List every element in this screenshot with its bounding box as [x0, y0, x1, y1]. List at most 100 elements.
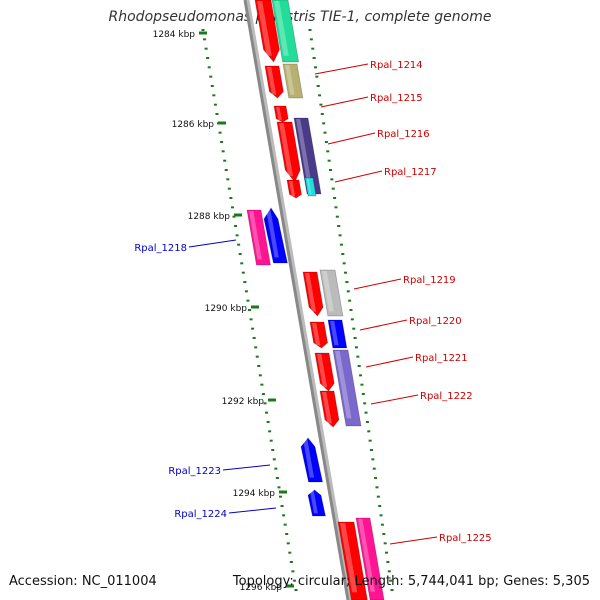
- gene-red-small-shine: [276, 107, 282, 121]
- gene-rpal-1214: [282, 63, 304, 99]
- gene-rpal-1224: [307, 489, 326, 517]
- gene-rpal-1218-shine: [266, 209, 279, 258]
- gene-red-long-shine: [279, 123, 294, 176]
- gene-red-1225: [337, 521, 368, 600]
- gene-label-rpal-1222: Rpal_1222: [420, 391, 473, 402]
- gene-rpal-1221-body: [332, 349, 362, 427]
- tick-label: 1288 kbp: [188, 212, 231, 222]
- leader-line: [370, 394, 419, 405]
- gene-rpal-1217-red-body: [286, 179, 302, 199]
- gene-rpal-1214-red: [264, 65, 284, 99]
- gene-label-rpal-1221: Rpal_1221: [415, 353, 468, 364]
- gene-red-long-body: [276, 121, 301, 183]
- gene-teal-shine: [274, 1, 289, 56]
- gene-teal: [271, 0, 300, 63]
- gene-red-1219: [302, 271, 324, 317]
- gene-rpal-1220: [327, 319, 348, 349]
- gene-rpal-1213-red: [254, 0, 280, 63]
- gene-rpal-1223-shine: [303, 439, 315, 478]
- backbone-line: [243, 0, 350, 600]
- tick-label: 1296 kbp: [240, 583, 283, 593]
- gene-red-long: [276, 121, 301, 183]
- leader-line: [359, 319, 408, 331]
- gene-rpal-1217: [304, 177, 317, 197]
- gene-red-1225-body: [337, 521, 368, 600]
- gene-red-1221-shine: [317, 354, 328, 388]
- gene-red-1221-body: [314, 352, 335, 392]
- tick-label: 1294 kbp: [233, 489, 276, 499]
- leader-line: [389, 536, 438, 545]
- tick-layer: 1284 kbp 1286 kbp 1288 kbp 1290 kbp 1292 kbp…: [153, 29, 394, 593]
- gene-label-rpal-1220: Rpal_1220: [409, 316, 462, 327]
- gene-red-1222: [319, 390, 340, 428]
- gene-red-small-body: [273, 105, 289, 123]
- leader-line: [314, 63, 369, 75]
- accession-text: Accession: NC_011004: [9, 574, 157, 589]
- gene-label-rpal-1224: Rpal_1224: [174, 509, 227, 520]
- gene-rpal-1219-body: [319, 269, 344, 317]
- gene-rpal-1219-shine: [322, 271, 334, 312]
- gene-rpal-1214-shine: [285, 65, 295, 95]
- backbone-shadow: [244, 0, 353, 600]
- gene-label-rpal-1215: Rpal_1215: [370, 93, 423, 104]
- gene-rpal-1216-body: [293, 117, 322, 195]
- gene-rpal-1214-red-body: [264, 65, 284, 99]
- gene-red-1219-body: [302, 271, 324, 317]
- tick-label: 1292 kbp: [222, 397, 265, 407]
- gene-rpal-1217-red: [286, 179, 302, 199]
- gene-teal-body: [271, 0, 300, 63]
- gene-rpal-1223-body: [300, 437, 324, 483]
- gene-rpal-1220-shine: [330, 321, 339, 346]
- gene-rpal-1224-body: [307, 489, 326, 517]
- gene-label-rpal-1216: Rpal_1216: [377, 129, 430, 140]
- genes-text: Genes: 5,305: [503, 574, 590, 589]
- label-layer: Rpal_1214 Rpal_1215 Rpal_1216 Rpal_1217 Rpal…: [134, 60, 492, 545]
- gene-red-1221: [314, 352, 335, 392]
- gene-rpal-1221: [332, 349, 362, 427]
- leader-line: [228, 507, 277, 514]
- gene-red-1219-shine: [305, 273, 317, 312]
- tick-label: 1286 kbp: [172, 120, 215, 130]
- gene-red-1220: [309, 321, 329, 349]
- gene-label-rpal-1214: Rpal_1214: [370, 60, 423, 71]
- gene-rpal-1214-red-shine: [267, 67, 277, 95]
- gene-label-rpal-1225: Rpal_1225: [439, 533, 492, 544]
- gene-rpal-1225-body: [355, 517, 385, 600]
- gene-label-rpal-1217: Rpal_1217: [384, 167, 437, 178]
- gene-rpal-1223: [300, 437, 324, 483]
- gene-red-1220-body: [309, 321, 329, 349]
- gene-label-rpal-1218: Rpal_1218: [134, 243, 187, 254]
- gene-red-1225-shine: [340, 523, 358, 593]
- gene-rpal-1217-red-shine: [289, 181, 296, 197]
- leader-line: [334, 170, 383, 183]
- gene-pink-body: [246, 209, 271, 266]
- gene-rpal-1218: [263, 207, 288, 264]
- gene-rpal-1218-body: [263, 207, 288, 264]
- gene-rpal-1216: [293, 117, 322, 195]
- gene-rpal-1220-body: [327, 319, 348, 349]
- leader-line: [327, 132, 376, 145]
- leader-line: [188, 239, 237, 248]
- gene-rpal-1219: [319, 269, 344, 317]
- gene-layer: [246, 0, 385, 600]
- gene-rpal-1225-shine: [358, 519, 375, 592]
- gene-rpal-1214-body: [282, 63, 304, 99]
- summary-text: Topology: circular; Length: 5,744,041 bp…: [232, 574, 590, 589]
- gene-red-small: [273, 105, 289, 123]
- topology-text: Topology: circular: [232, 574, 346, 589]
- gene-pink-shine: [249, 211, 262, 260]
- tick-label: 1290 kbp: [205, 304, 248, 314]
- tick-label: 1284 kbp: [153, 30, 196, 40]
- gene-label-rpal-1223: Rpal_1223: [168, 466, 221, 477]
- gene-red-1222-body: [319, 390, 340, 428]
- gene-rpal-1213-red-body: [254, 0, 280, 63]
- leader-line: [320, 96, 369, 108]
- gene-label-rpal-1219: Rpal_1219: [403, 275, 456, 286]
- gene-rpal-1225: [355, 517, 385, 600]
- gene-rpal-1224-shine: [310, 491, 318, 514]
- gene-rpal-1217-shine: [307, 179, 312, 195]
- gene-red-1222-shine: [322, 392, 332, 424]
- gene-rpal-1221-shine: [335, 351, 352, 419]
- backbone-layer: [243, 0, 353, 600]
